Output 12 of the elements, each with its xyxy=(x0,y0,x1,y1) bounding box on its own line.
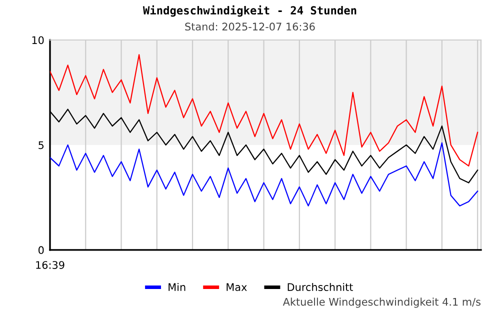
chart-subtitle: Stand: 2025-12-07 16:36 xyxy=(185,22,315,31)
text: Aktuelle Windgeschwindigkeit 4.1 m/s xyxy=(282,298,480,308)
y-tick-label: 0 xyxy=(38,246,44,254)
y-tick-label: 10 xyxy=(32,36,44,44)
line-series xyxy=(50,142,478,206)
legend-label: Durchschnitt xyxy=(288,282,353,292)
y-tick-label: 5 xyxy=(38,141,44,150)
chart-title: Windgeschwindigkeit - 24 Stunden xyxy=(142,5,356,17)
text: 16:39 xyxy=(36,261,64,269)
legend-label: Max xyxy=(226,283,247,292)
legend-label: Min xyxy=(168,282,186,291)
line-series xyxy=(50,54,478,167)
